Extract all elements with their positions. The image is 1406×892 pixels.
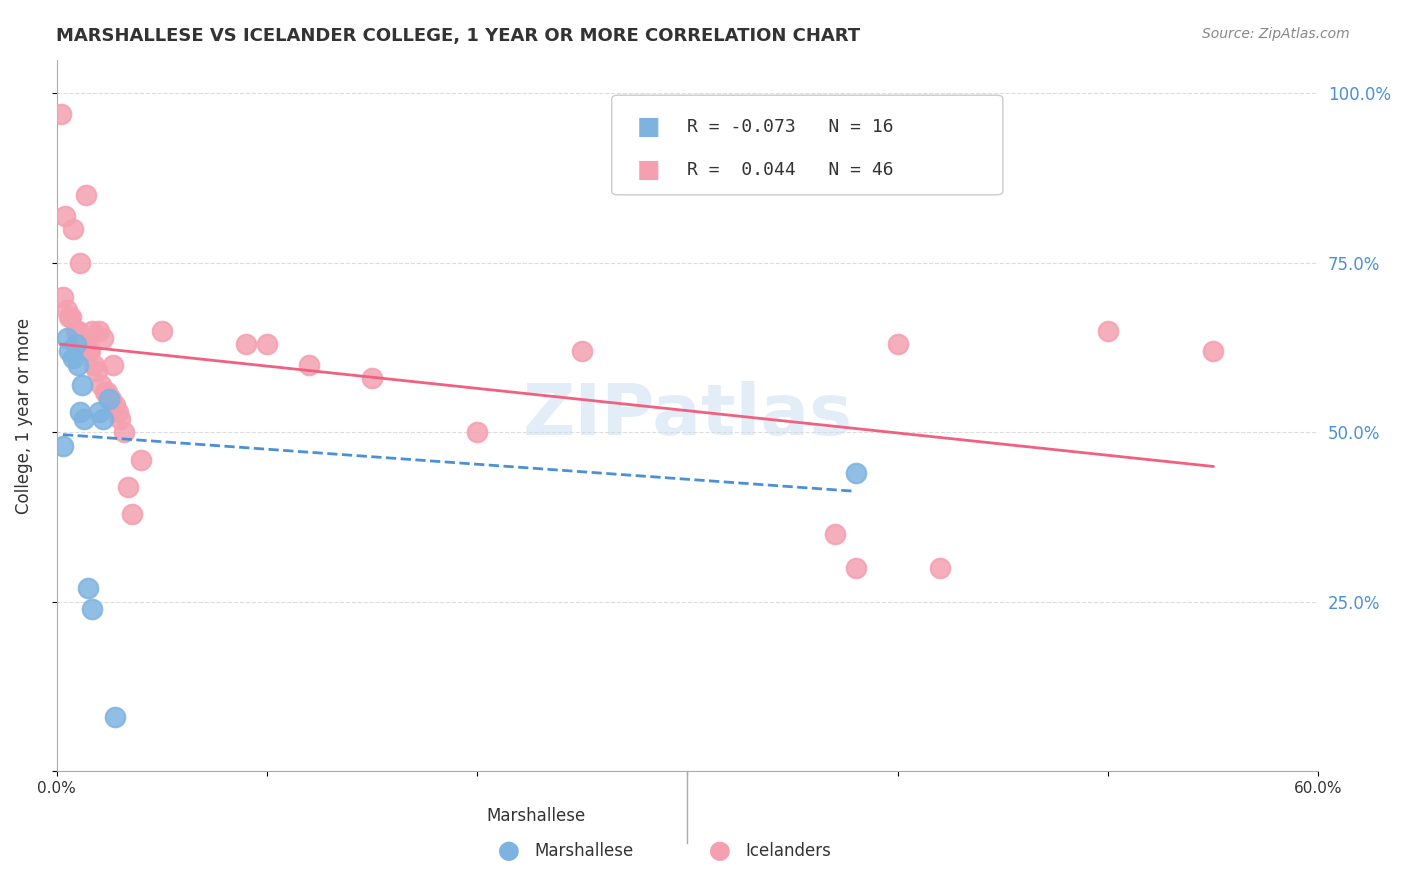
Point [52,290,75,304]
Point [150,324,173,338]
Point [83,358,105,372]
Point [98,392,121,406]
Point [112,425,135,440]
Point [1202,344,1225,359]
Point [56,303,79,318]
Text: Marshallese: Marshallese [486,807,586,825]
Point [298,358,321,372]
Point [82,324,104,338]
Point [104,398,127,412]
Point [103,358,125,372]
Text: Icelanders: Icelanders [745,842,831,860]
Point [66,358,89,372]
Point [87,324,110,338]
Point [90,378,112,392]
Point [62,222,84,236]
Point [107,405,129,419]
Point [845,466,868,480]
Y-axis label: College, 1 year or more: College, 1 year or more [15,318,32,514]
Point [70,378,93,392]
Point [117,480,139,494]
Text: ■: ■ [637,158,661,182]
Point [58,310,80,325]
Point [465,425,488,440]
Point [52,439,75,453]
Point [77,344,100,359]
Point [235,337,257,351]
Text: Marshallese: Marshallese [534,842,634,860]
Text: ⬤: ⬤ [709,842,731,862]
Point [571,344,593,359]
Text: ZIPatlas: ZIPatlas [523,381,852,450]
Text: R =  0.044   N = 46: R = 0.044 N = 46 [688,161,894,179]
Point [129,452,152,467]
Point [53,209,76,223]
Point [73,337,96,351]
Point [73,412,96,426]
Point [75,188,97,202]
Point [98,392,121,406]
Point [824,527,846,541]
Point [65,337,87,351]
Point [56,330,79,344]
Point [1097,324,1119,338]
Point [96,384,118,399]
Point [79,344,101,359]
Point [86,364,108,378]
Text: R = -0.073   N = 16: R = -0.073 N = 16 [688,119,894,136]
Point [69,256,91,270]
Point [928,561,950,575]
Text: Source: ZipAtlas.com: Source: ZipAtlas.com [1202,27,1350,41]
Point [91,412,114,426]
Point [104,710,127,724]
Point [94,384,117,399]
Point [66,324,89,338]
Point [70,337,93,351]
Point [77,582,100,596]
FancyBboxPatch shape [612,95,1002,194]
Text: ⬤: ⬤ [498,842,520,862]
Point [91,330,114,344]
Text: MARSHALLESE VS ICELANDER COLLEGE, 1 YEAR OR MORE CORRELATION CHART: MARSHALLESE VS ICELANDER COLLEGE, 1 YEAR… [56,27,860,45]
Point [82,601,104,615]
Point [100,392,122,406]
Point [256,337,278,351]
Point [69,405,91,419]
Text: ■: ■ [637,115,661,139]
Point [87,405,110,419]
Point [121,507,143,521]
Point [361,371,384,385]
Point [60,310,83,325]
Point [49,107,72,121]
Point [62,351,84,365]
Point [65,324,87,338]
Point [108,412,131,426]
Point [845,561,868,575]
Point [886,337,908,351]
Point [58,344,80,359]
